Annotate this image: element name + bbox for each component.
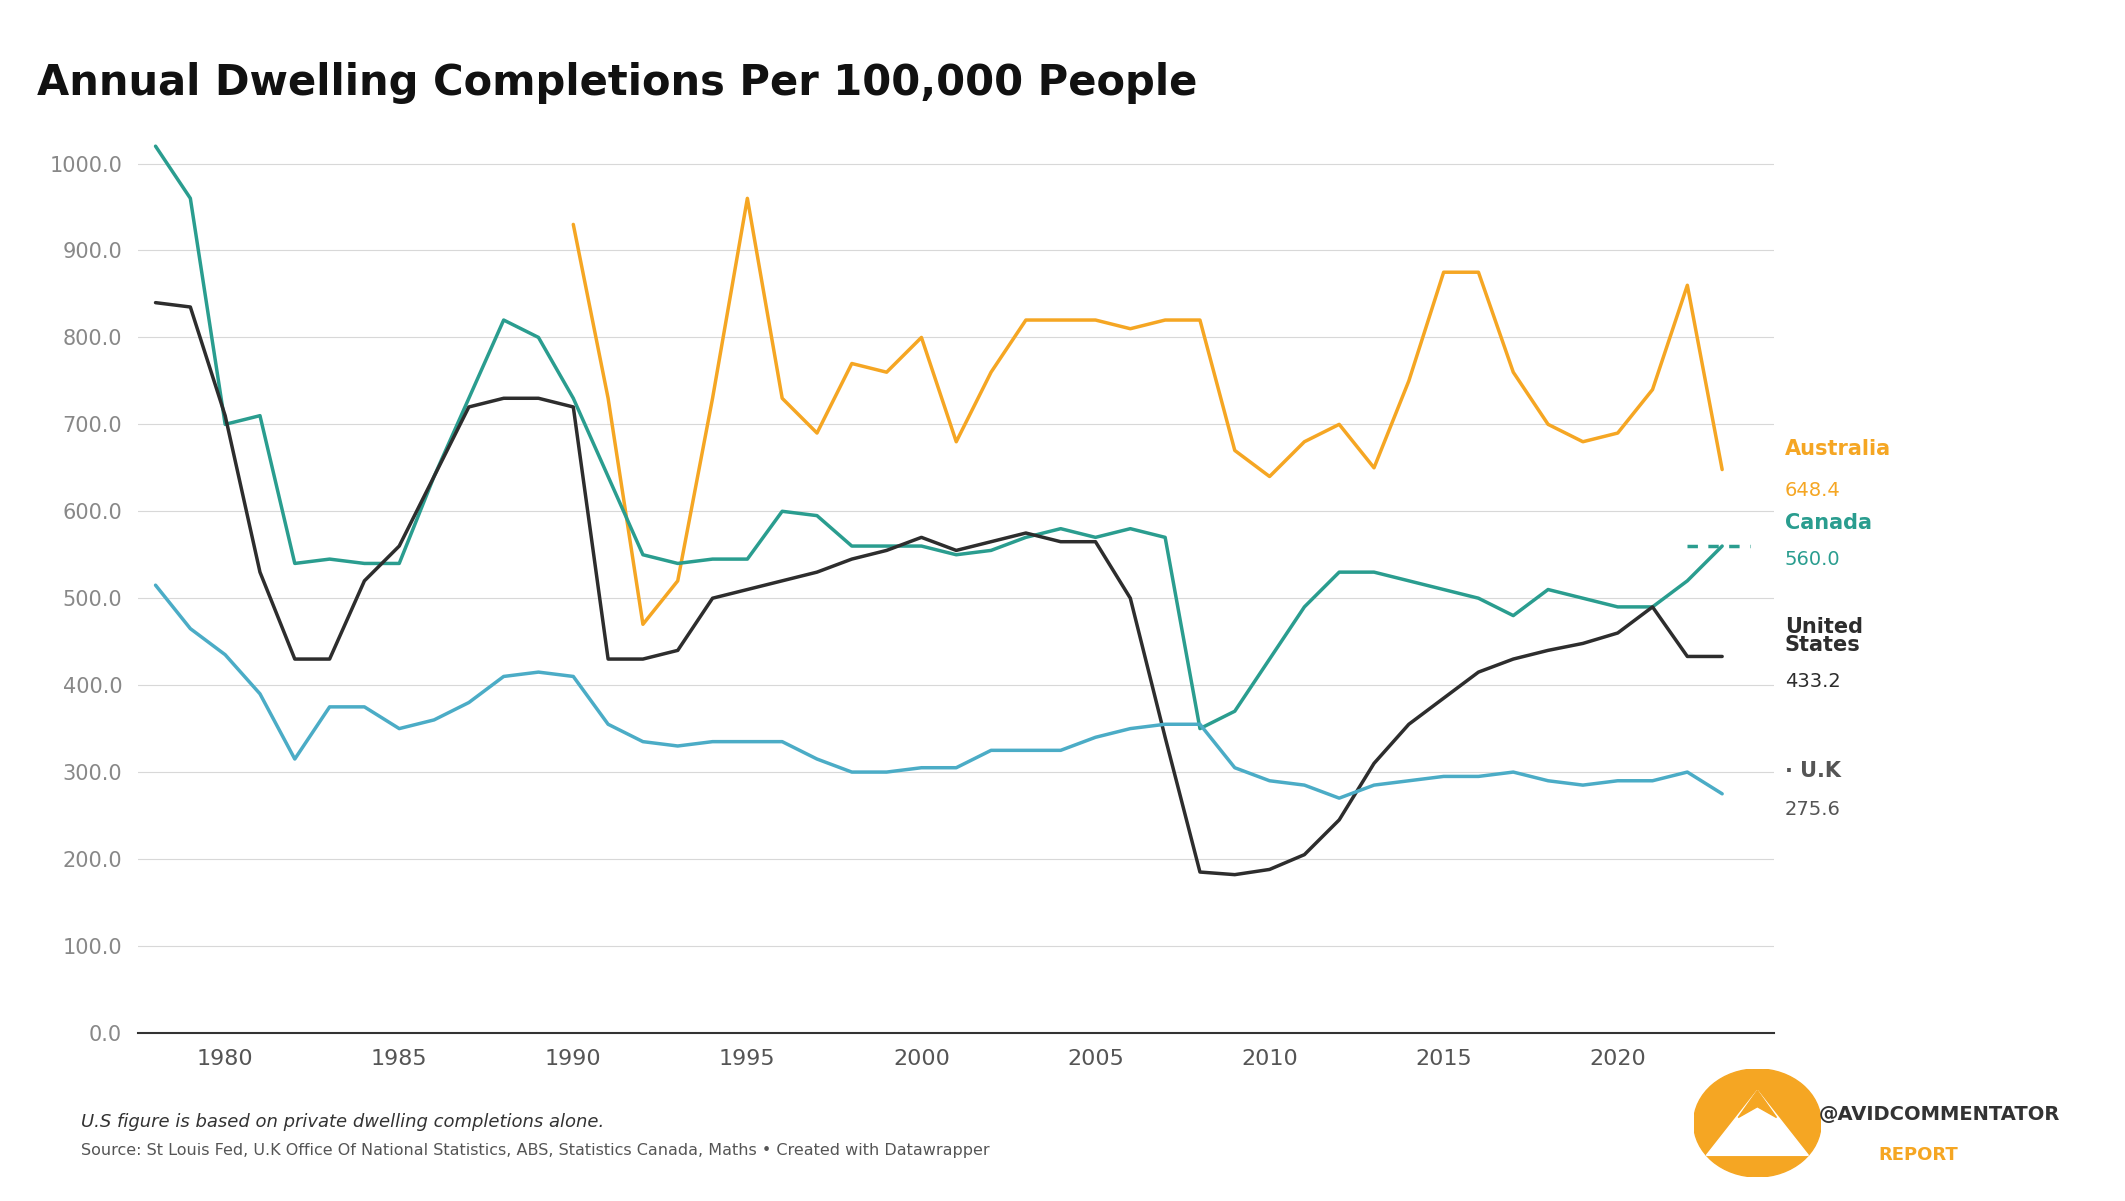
Text: Canada: Canada: [1785, 513, 1872, 533]
Polygon shape: [1706, 1091, 1808, 1155]
Text: @AVIDCOMMENTATOR: @AVIDCOMMENTATOR: [1819, 1105, 2061, 1124]
Text: REPORT: REPORT: [1878, 1147, 1959, 1164]
Text: 275.6: 275.6: [1785, 800, 1840, 819]
Circle shape: [1694, 1069, 1821, 1177]
Text: United: United: [1785, 617, 1864, 638]
Text: Annual Dwelling Completions Per 100,000 People: Annual Dwelling Completions Per 100,000 …: [36, 62, 1196, 104]
Text: States: States: [1785, 634, 1862, 655]
Text: U.S figure is based on private dwelling completions alone.: U.S figure is based on private dwelling …: [81, 1112, 603, 1130]
Text: 648.4: 648.4: [1785, 480, 1840, 500]
Text: · U.K: · U.K: [1785, 760, 1840, 781]
Text: Source: St Louis Fed, U.K Office Of National Statistics, ABS, Statistics Canada,: Source: St Louis Fed, U.K Office Of Nati…: [81, 1143, 990, 1158]
Text: 433.2: 433.2: [1785, 673, 1840, 691]
Polygon shape: [1738, 1091, 1776, 1117]
Text: Australia: Australia: [1785, 440, 1891, 459]
Text: 560.0: 560.0: [1785, 550, 1840, 569]
